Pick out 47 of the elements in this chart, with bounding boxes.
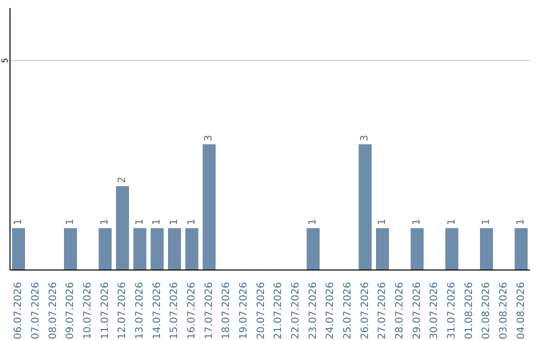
x-tick-label: 23.07.2026 [308,282,319,340]
x-tick-label: 03.08.2026 [498,282,510,340]
x-tick-label: 27.07.2026 [377,282,388,340]
data-label: 1 [65,218,76,226]
x-tick-label: 11.07.2026 [100,282,111,340]
data-label: 1 [134,218,146,226]
x-tick-label: 20.07.2026 [256,282,267,340]
x-tick-label: 06.07.2026 [13,282,24,340]
x-tick-label: 01.08.2026 [464,282,475,340]
data-label: 1 [308,218,319,226]
data-label: 1 [516,218,527,226]
data-label: 3 [204,134,215,142]
data-label: 1 [152,218,163,226]
data-label: 2 [117,176,128,184]
x-tick-label: 10.07.2026 [82,282,94,340]
data-label: 1 [100,218,111,226]
x-tick-label: 04.08.2026 [516,282,527,340]
y-tick-label: 5 [0,58,10,63]
x-tick-label: 25.07.2026 [342,282,354,340]
data-label: 1 [186,218,198,226]
x-tick-label: 18.07.2026 [221,282,232,340]
x-tick-label: 16.07.2026 [186,282,198,340]
x-tick-label: 31.07.2026 [446,282,458,340]
x-tick-label: 08.07.2026 [48,282,59,340]
x-tick-label: 26.07.2026 [360,282,371,340]
x-tick-label: 24.07.2026 [325,282,336,340]
x-tick-label: 28.07.2026 [394,282,406,340]
data-label: 1 [412,218,423,226]
x-tick-label: 02.08.2026 [481,282,492,340]
x-tick-label: 21.07.2026 [273,282,284,340]
x-tick-label: 22.07.2026 [290,282,302,340]
x-tick-label: 13.07.2026 [134,282,146,340]
data-label: 1 [169,218,180,226]
x-tick-label: 29.07.2026 [412,282,423,340]
x-tick-label: 19.07.2026 [238,282,250,340]
data-label: 3 [360,134,371,142]
x-tick-label: 07.07.2026 [30,282,42,340]
x-tick-label: 09.07.2026 [65,282,76,340]
x-tick-label: 17.07.2026 [204,282,215,340]
x-tick-label: 30.07.2026 [429,282,440,340]
x-tick-label: 14.07.2026 [152,282,163,340]
data-label: 1 [481,218,492,226]
x-tick-label: 15.07.2026 [169,282,180,340]
data-label: 1 [13,218,24,226]
data-label: 1 [377,218,388,226]
data-label: 1 [446,218,458,226]
x-tick-label: 12.07.2026 [117,282,128,340]
